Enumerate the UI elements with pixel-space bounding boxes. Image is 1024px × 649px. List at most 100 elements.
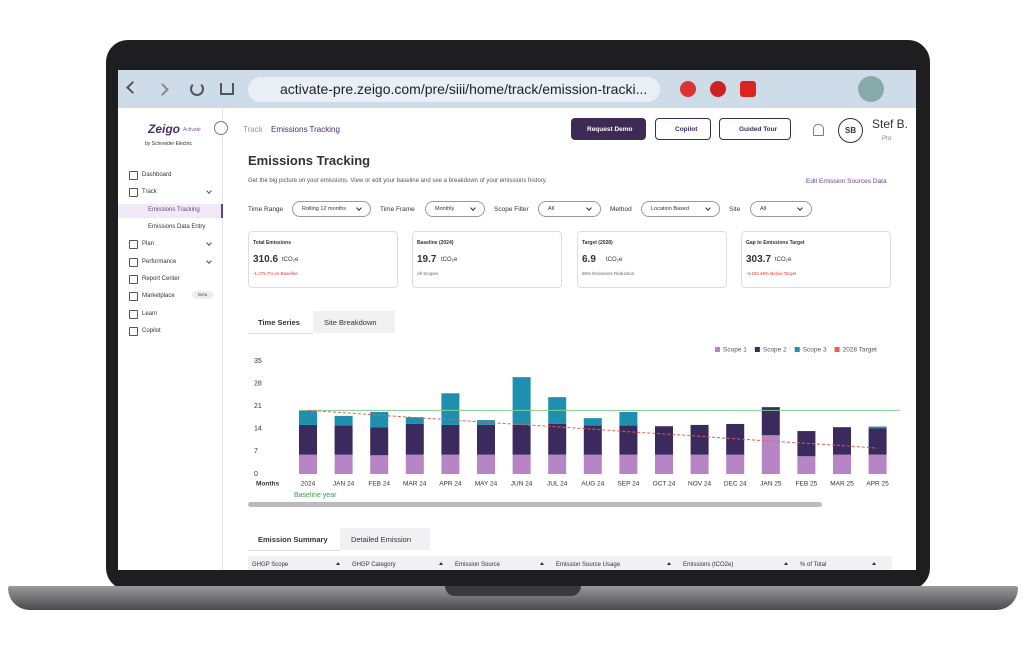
kpi-note: All Scopes <box>417 271 439 276</box>
kpi-unit: tCO₂e <box>282 257 299 263</box>
bar-segment <box>583 425 602 455</box>
collapse-button[interactable] <box>214 121 228 135</box>
sort-icon <box>872 562 876 565</box>
ext-icon[interactable] <box>740 81 756 97</box>
kpi-card <box>577 231 727 288</box>
ext-icon[interactable] <box>680 81 696 97</box>
kpi-title: Target (2028) <box>582 240 613 246</box>
kpi-note: -1,475.7% vs Baseline <box>253 271 298 276</box>
nav-item[interactable]: Performance <box>142 259 177 265</box>
laptop-notch <box>445 586 581 596</box>
nav-item[interactable]: Emissions Data Entry <box>148 224 206 230</box>
breadcrumb-current: Emissions Tracking <box>271 125 340 134</box>
bar-segment <box>619 454 638 474</box>
bell-icon[interactable] <box>813 124 824 136</box>
nav-item[interactable]: Marketplace <box>142 293 175 299</box>
tab-label: Time Series <box>258 318 300 327</box>
bar-segment <box>655 454 673 474</box>
y-tick-label: 21 <box>254 403 262 410</box>
header-button[interactable] <box>571 118 646 140</box>
bar-segment <box>334 454 353 474</box>
tab[interactable] <box>248 311 313 334</box>
y-tick-label: 28 <box>254 380 262 387</box>
bar-segment <box>726 423 745 455</box>
x-tick-label: OCT 24 <box>653 481 676 488</box>
profile-icon[interactable] <box>858 76 884 102</box>
x-tick-label: AUG 24 <box>581 481 605 488</box>
ext-icon[interactable] <box>710 81 726 97</box>
y-tick-label: 7 <box>254 448 258 455</box>
nav-icon <box>129 240 138 249</box>
url-bar[interactable] <box>248 77 660 102</box>
nav-item[interactable]: Plan <box>142 241 155 247</box>
filter-value: All <box>760 206 767 212</box>
bar-segment <box>797 431 816 457</box>
bar-segment <box>868 428 887 455</box>
column-header[interactable]: % of Total <box>800 562 827 568</box>
x-tick-label: APR 25 <box>866 481 889 488</box>
nav-active <box>118 204 223 218</box>
kpi-note: 65% Emissions Reduction <box>582 271 635 276</box>
filter-value: Location Based <box>651 206 689 212</box>
tab-label: Detailed Emission <box>351 535 412 544</box>
logo-by: by Schneider Electric <box>145 141 192 147</box>
x-tick-label: DEC 24 <box>724 481 747 488</box>
breadcrumb-root[interactable]: Track <box>243 125 263 134</box>
nav-icon <box>129 327 138 336</box>
scrollbar[interactable] <box>248 502 822 507</box>
filter-select[interactable] <box>292 201 371 217</box>
legend-label: Scope 2 <box>763 347 787 354</box>
tab[interactable] <box>248 528 340 551</box>
bar-segment <box>797 456 816 474</box>
sort-icon <box>540 562 544 565</box>
avatar-initials: SB <box>845 126 857 135</box>
kpi-value: 310.6 <box>253 254 279 265</box>
x-tick-label: MAR 24 <box>403 481 427 488</box>
kpi-value: 303.7 <box>746 254 772 265</box>
sort-icon <box>784 562 788 565</box>
column-header[interactable]: GHGP Scope <box>252 562 289 568</box>
filter-select[interactable] <box>425 201 485 217</box>
beta-badge <box>192 291 214 299</box>
bar-segment <box>833 454 851 474</box>
column-header[interactable]: Emission Source Usage <box>556 562 621 568</box>
nav-item[interactable]: Copilot <box>142 328 161 334</box>
kpi-title: Baseline (2024) <box>417 240 454 246</box>
page-subtitle: Get the big picture on your emissions. V… <box>248 178 547 184</box>
column-header[interactable]: Emission Source <box>455 562 501 568</box>
header-button[interactable] <box>655 118 711 140</box>
nav-item[interactable]: Dashboard <box>142 172 172 178</box>
url-text: activate-pre.zeigo.com/pre/siii/home/tra… <box>280 81 648 97</box>
bar-segment <box>334 425 353 455</box>
bar-segment <box>405 454 424 474</box>
avatar[interactable] <box>838 118 863 143</box>
edit-link[interactable]: Edit Emission Sources Data <box>806 178 887 185</box>
tab[interactable] <box>313 311 395 333</box>
filter-select[interactable] <box>750 201 812 217</box>
header-button[interactable] <box>719 118 791 140</box>
nav-item[interactable]: Track <box>142 189 157 195</box>
filter-select[interactable] <box>538 201 601 217</box>
nav-item[interactable]: Learn <box>142 311 158 317</box>
bar-segment <box>548 454 567 474</box>
chart: 0 7 14 21 28 35 2024 JAN 24 FEB 24 MAR 24 APR 24 MA… <box>254 347 900 499</box>
nav-item[interactable]: Emissions Tracking <box>148 207 200 213</box>
nav-icon <box>129 292 138 301</box>
bar-segment <box>583 454 602 474</box>
bar-segment <box>477 424 495 455</box>
nav-home[interactable] <box>220 83 234 95</box>
bar-segment <box>299 410 317 425</box>
column-header[interactable]: Emissions (tCO2e) <box>683 562 734 568</box>
bar-segment <box>868 454 887 474</box>
user-name: Stef B. <box>872 117 909 131</box>
column-header[interactable]: GHGP Category <box>352 562 396 568</box>
nav-reload[interactable] <box>190 82 204 96</box>
filter-label: Scope Filter <box>494 206 529 213</box>
bar-segment <box>833 427 851 455</box>
kpi-card <box>412 231 562 288</box>
kpi-title: Total Emissions <box>253 240 291 246</box>
bar-segment <box>441 393 460 425</box>
nav-item[interactable]: Report Center <box>142 276 180 282</box>
tab[interactable] <box>340 528 430 550</box>
filter-select[interactable] <box>641 201 720 217</box>
